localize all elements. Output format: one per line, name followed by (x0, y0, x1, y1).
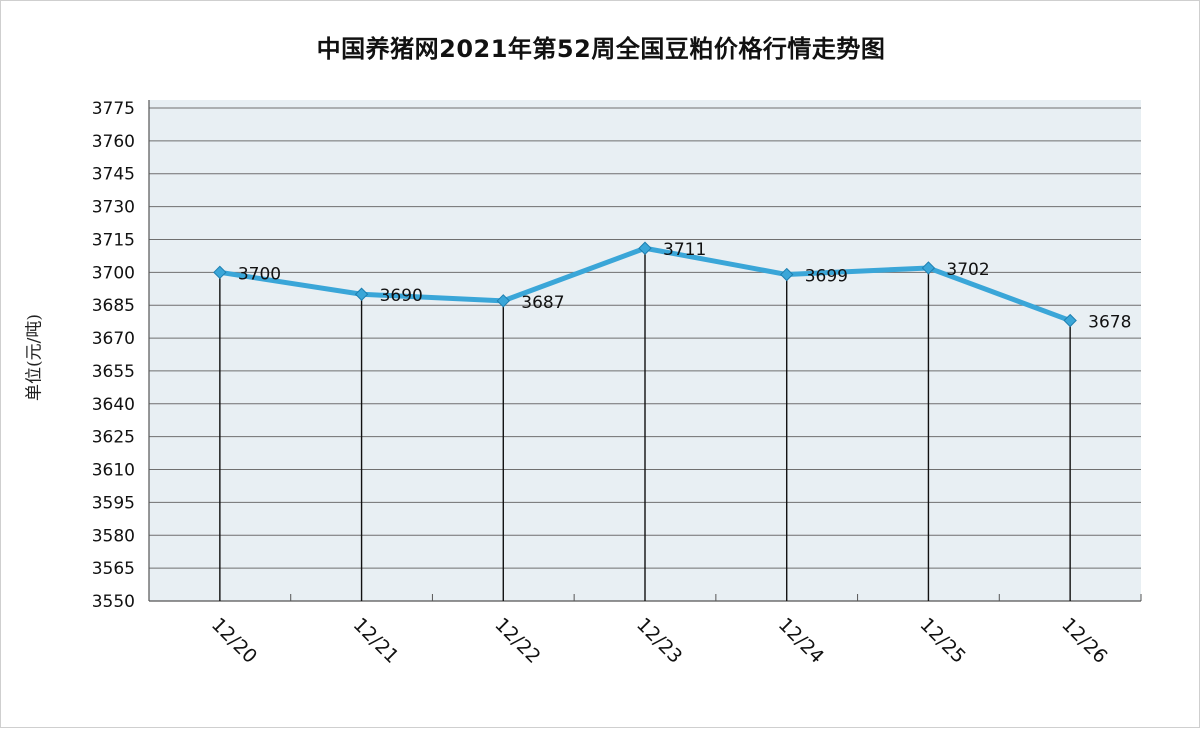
data-label: 3702 (946, 260, 989, 280)
y-axis-ticks: 3550 3565 3580 3595 3610 3625 3640 3655 3670 3685… (92, 99, 135, 612)
x-tick-label: 12/25 (916, 614, 970, 668)
x-axis-ticks: 12/20 12/21 12/22 12/23 12/24 12/25 12/26 (207, 614, 1112, 668)
y-tick-label: 3700 (92, 263, 135, 283)
x-tick-label: 12/24 (774, 614, 828, 668)
y-tick-label: 3655 (92, 362, 135, 382)
data-label: 3699 (805, 267, 848, 287)
y-tick-label: 3610 (92, 461, 135, 481)
y-tick-label: 3670 (92, 329, 135, 349)
data-label: 3687 (521, 293, 564, 313)
y-tick-label: 3580 (92, 526, 135, 546)
chart-title: 中国养猪网2021年第52周全国豆粕价格行情走势图 (316, 35, 886, 63)
data-label: 3690 (380, 286, 423, 306)
data-point-marker (213, 265, 227, 280)
data-point-marker (780, 267, 794, 282)
y-tick-label: 3565 (92, 559, 135, 579)
y-tick-label: 3715 (92, 230, 135, 250)
y-tick-label: 3775 (92, 99, 135, 119)
y-tick-label: 3625 (92, 428, 135, 448)
x-tick-label: 12/22 (490, 614, 544, 668)
data-point-marker (496, 294, 510, 308)
x-tick-label: 12/23 (632, 614, 686, 668)
data-point-marker (638, 241, 652, 255)
data-point-marker (921, 261, 936, 275)
x-tick-label: 12/26 (1057, 614, 1111, 668)
data-label: 3678 (1088, 313, 1131, 333)
y-tick-label: 3640 (92, 395, 135, 415)
y-tick-label: 3760 (92, 132, 135, 152)
data-point-marker (1063, 313, 1077, 328)
y-tick-label: 3550 (92, 592, 135, 612)
data-labels: 3700 3690 3687 3711 3699 3702 3678 (238, 240, 1132, 332)
y-tick-label: 3730 (92, 198, 135, 218)
y-tick-label: 3745 (92, 165, 135, 185)
data-label: 3711 (663, 240, 706, 260)
data-label: 3700 (238, 264, 281, 284)
x-tick-label: 12/20 (207, 614, 261, 668)
data-point-marker (354, 287, 369, 301)
series-line (213, 241, 1077, 328)
x-tick-label: 12/21 (349, 614, 403, 668)
y-tick-label: 3595 (92, 493, 135, 513)
drop-lines (219, 248, 1071, 601)
y-tick-label: 3685 (92, 296, 135, 316)
